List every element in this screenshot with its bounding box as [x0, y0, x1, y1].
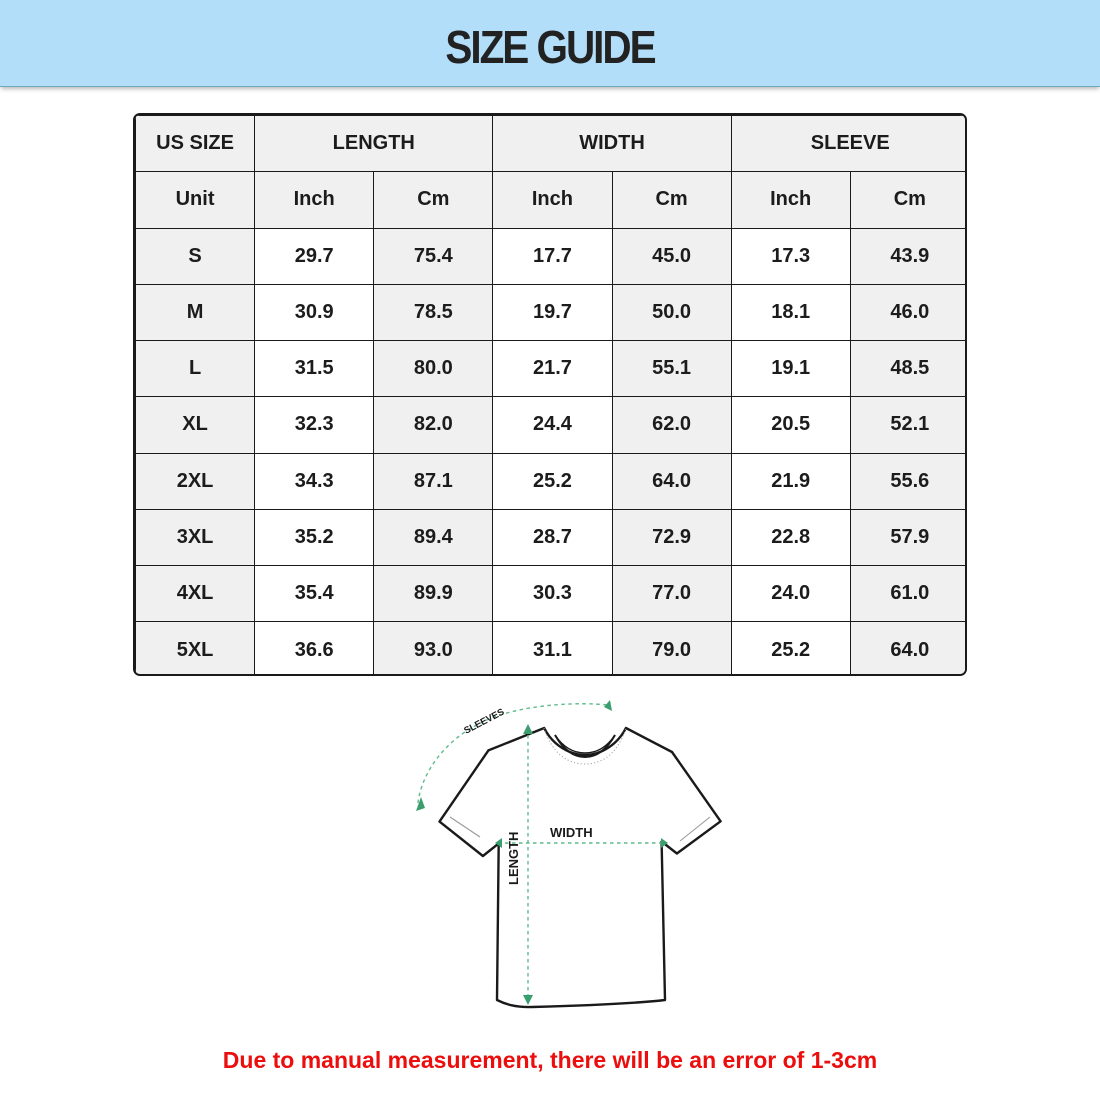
svg-text:SLEEVES: SLEEVES	[462, 707, 506, 737]
svg-text:WIDTH: WIDTH	[550, 825, 593, 840]
svg-text:LENGTH: LENGTH	[506, 832, 521, 885]
